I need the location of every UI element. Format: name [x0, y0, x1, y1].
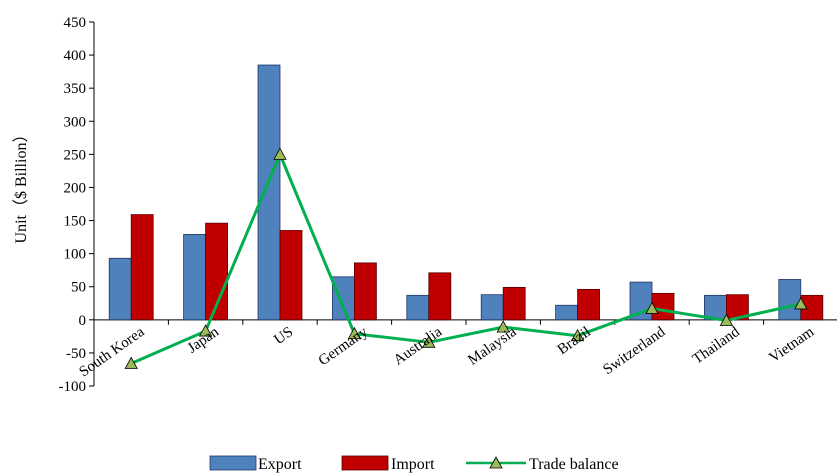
y-tick-label: 450 [64, 15, 87, 31]
trade-balance-line [124, 147, 808, 369]
bar-export [480, 294, 504, 321]
trade-balance-marker [719, 313, 734, 326]
legend: Export Import Trade balance [209, 455, 619, 473]
bar-import [651, 292, 675, 321]
y-tick-label: 50 [71, 280, 86, 296]
trade-balance-marker [422, 335, 436, 348]
bar-import [502, 286, 526, 321]
legend-label-trade-balance: Trade balance [529, 456, 619, 473]
category-label: Australia [391, 324, 445, 369]
bar-import [130, 214, 154, 321]
trade-balance-marker [347, 326, 362, 340]
bars [108, 64, 824, 321]
bar-export [406, 294, 430, 321]
y-tick-label: 100 [64, 247, 87, 263]
bar-export [183, 234, 207, 321]
legend-swatch-import [341, 455, 389, 471]
bar-import [353, 262, 377, 321]
category-label: Vietnam [766, 324, 817, 366]
category-label: South Korea [77, 324, 148, 381]
category-labels: South Korea Japan US Germany Australia Malays… [77, 324, 818, 381]
trade-balance-marker [124, 356, 138, 369]
legend-label-export: Export [258, 456, 302, 473]
trade-balance-marker [273, 147, 287, 160]
category-label: Thailand [690, 324, 743, 368]
category-label: Brazil [555, 324, 594, 358]
trade-balance-marker [645, 301, 659, 314]
category-label: Switzerland [600, 324, 668, 378]
bar-export [778, 279, 802, 321]
y-axis-label: Unit（$ Billion） [12, 127, 30, 244]
bar-export [555, 304, 578, 321]
bar-export [108, 257, 132, 321]
trade-balance-marker [198, 324, 213, 337]
y-tick-label: 150 [64, 214, 87, 230]
legend-swatch-export [209, 455, 257, 471]
category-label: US [271, 324, 296, 348]
y-tick-label: 400 [64, 48, 87, 64]
legend-swatch-trade-balance-marker [489, 456, 503, 469]
y-tick-label: 0 [79, 313, 87, 329]
trade-balance-marker [496, 320, 510, 333]
y-tick-label: 250 [64, 147, 87, 163]
bar-export [257, 64, 281, 321]
trade-balance-marker [794, 297, 808, 310]
bar-import [279, 230, 303, 321]
y-tick-label: -50 [66, 346, 86, 362]
trade-balance-marker [570, 328, 585, 342]
y-tick-label: 350 [64, 81, 87, 97]
y-tick-label: 300 [64, 114, 87, 130]
bar-import [577, 288, 600, 321]
category-label: Germany [316, 324, 371, 369]
bar-export [331, 276, 355, 321]
y-tick-label: -100 [59, 379, 87, 395]
y-tick-label: 200 [64, 180, 87, 196]
bar-import [428, 272, 452, 321]
bar-import [726, 294, 749, 321]
legend-label-import: Import [391, 456, 435, 473]
trade-balance-polyline [130, 152, 802, 365]
